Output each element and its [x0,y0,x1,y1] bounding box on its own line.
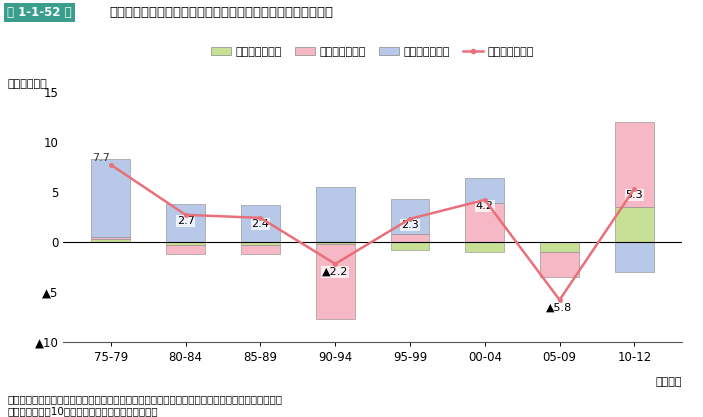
Text: ▲5.8: ▲5.8 [546,303,573,313]
Bar [615,122,654,207]
Bar [166,204,205,242]
Bar [615,207,654,242]
Bar [91,239,130,242]
Bar [241,242,280,245]
Bar [316,244,354,319]
Bar [166,245,205,254]
Text: 実質労働生産性上昇率の推移とその変動要因（大企業製造業）: 実質労働生産性上昇率の推移とその変動要因（大企業製造業） [109,6,333,19]
Text: 2.4: 2.4 [252,219,269,229]
Bar [465,203,504,242]
Text: ▲2.2: ▲2.2 [322,267,349,277]
Text: （年度）: （年度） [655,377,682,387]
Bar [615,242,654,272]
Text: （年率、％）: （年率、％） [8,79,47,89]
Bar [465,178,504,203]
Text: （注）　資本金10億円以上を大企業製造業とした。: （注） 資本金10億円以上を大企業製造業とした。 [7,407,157,417]
Bar [166,242,205,245]
Legend: 実質付加価値率, 実質資本回転率, 実質資本装備率, 実質労働生産性: 実質付加価値率, 実質資本回転率, 実質資本装備率, 実質労働生産性 [207,42,538,61]
Text: 5.3: 5.3 [626,190,643,200]
Bar [391,199,430,234]
Bar [391,234,430,242]
Bar [316,187,354,242]
Text: 第 1-1-52 図: 第 1-1-52 図 [7,6,72,19]
Bar [391,242,430,250]
Text: 7.7: 7.7 [92,153,110,163]
Text: 資料：日本銀行「全国企業短期経済観測調査」、「企業物価指数」、財務省「法人企業統計年報」: 資料：日本銀行「全国企業短期経済観測調査」、「企業物価指数」、財務省「法人企業統… [7,394,282,404]
Bar [540,252,579,277]
Bar [316,242,354,244]
Text: 2.7: 2.7 [176,216,195,226]
Bar [241,245,280,254]
Bar [465,242,504,252]
Text: 4.2: 4.2 [476,201,494,211]
Bar [241,205,280,242]
Bar [91,159,130,237]
Bar [540,242,579,252]
Bar [91,237,130,239]
Text: 2.3: 2.3 [401,220,419,230]
